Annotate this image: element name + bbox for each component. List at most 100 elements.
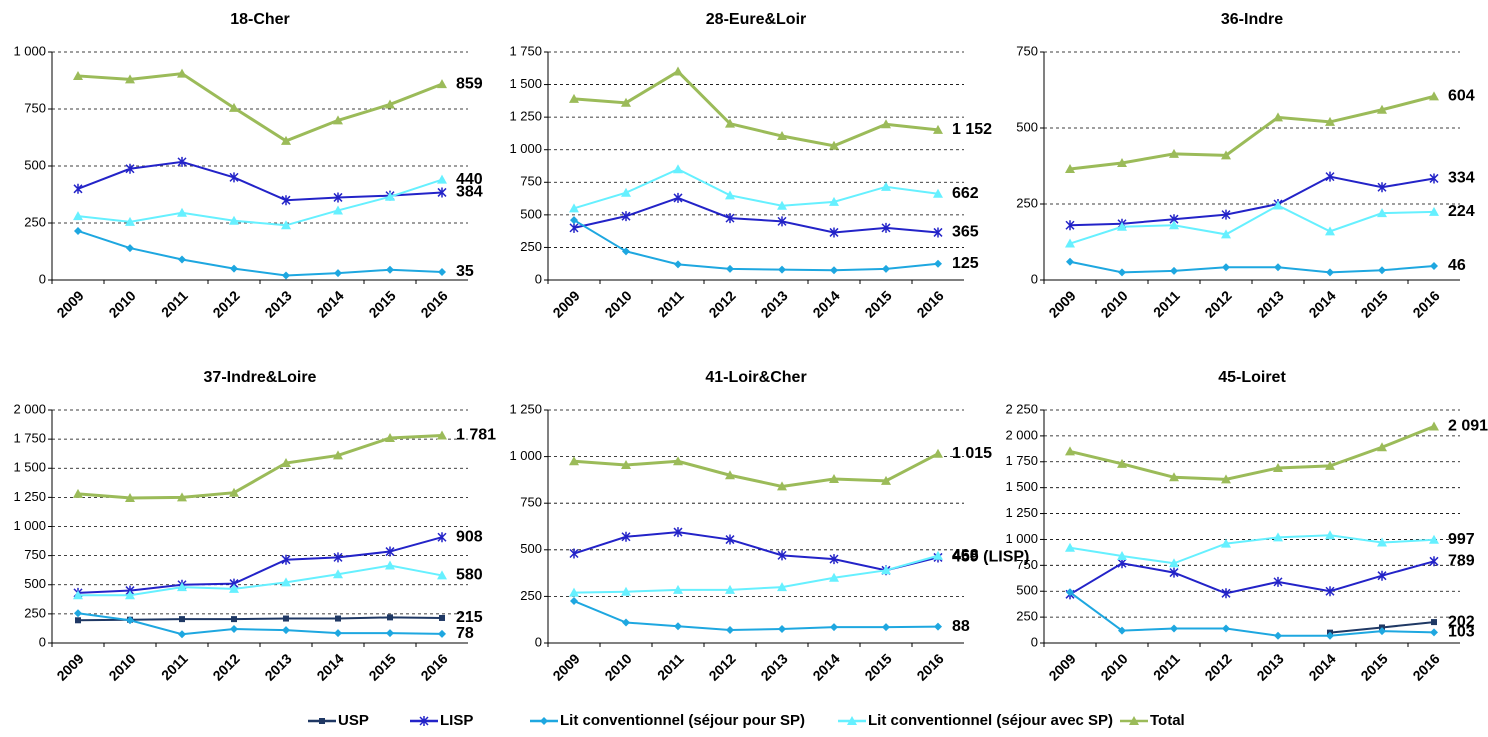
marker (385, 546, 395, 557)
x-tick-label: 2012 (1201, 650, 1234, 683)
marker (437, 79, 447, 89)
marker (1377, 570, 1387, 581)
value-label: 103 (1448, 624, 1475, 641)
marker (778, 625, 786, 634)
marker (1326, 268, 1334, 277)
y-tick-label: 1 750 (1005, 453, 1038, 468)
marker (1221, 474, 1231, 484)
marker (438, 268, 446, 277)
marker (73, 590, 83, 600)
marker (569, 93, 579, 103)
marker (777, 216, 787, 227)
marker (1117, 157, 1127, 167)
value-label: 789 (1448, 553, 1475, 570)
y-tick-label: 750 (24, 547, 46, 562)
marker (283, 615, 289, 622)
marker (281, 577, 291, 587)
y-tick-label: 1 500 (1005, 479, 1038, 494)
y-tick-label: 0 (535, 271, 542, 286)
x-tick-label: 2009 (53, 287, 86, 320)
x-tick-label: 2010 (601, 287, 634, 320)
marker (125, 590, 135, 600)
marker (1170, 624, 1178, 633)
value-label: 604 (1448, 88, 1475, 105)
value-label: 2 091 (1448, 418, 1488, 435)
marker (333, 115, 343, 125)
marker (1117, 458, 1127, 468)
marker (177, 68, 187, 78)
x-tick-label: 2012 (1201, 287, 1234, 320)
series-line (1069, 94, 1435, 171)
marker (777, 582, 787, 592)
marker (1429, 173, 1439, 184)
y-tick-label: 250 (520, 588, 542, 603)
value-label: 46 (1448, 257, 1466, 274)
marker (569, 456, 579, 466)
value-label: 459 (LISP) (952, 549, 1029, 566)
marker (419, 716, 429, 726)
marker (1325, 586, 1335, 597)
marker (1325, 171, 1335, 182)
y-tick-label: 750 (1016, 557, 1038, 572)
marker (674, 260, 682, 269)
value-label: 468 (952, 547, 979, 564)
marker (437, 570, 447, 580)
marker (933, 188, 943, 198)
series-line (573, 452, 939, 488)
marker (229, 583, 239, 593)
marker (334, 269, 342, 278)
marker (1169, 220, 1179, 230)
marker (673, 584, 683, 594)
marker (73, 183, 83, 194)
y-tick-label: 500 (520, 206, 542, 221)
value-label: 662 (952, 185, 979, 202)
x-tick-label: 2011 (158, 650, 191, 683)
marker (829, 473, 839, 483)
marker (934, 622, 942, 631)
marker (674, 622, 682, 631)
series-line (1069, 260, 1435, 274)
value-label: 440 (456, 171, 483, 188)
series-line (573, 531, 939, 572)
marker (177, 582, 187, 592)
marker (177, 207, 187, 217)
x-tick-label: 2014 (1305, 287, 1338, 320)
marker (1273, 200, 1283, 210)
marker (281, 458, 291, 468)
marker (1429, 421, 1439, 431)
marker (569, 587, 579, 597)
x-tick-label: 2011 (158, 287, 191, 320)
marker (333, 205, 343, 215)
marker (229, 487, 239, 497)
x-tick-label: 2015 (1357, 650, 1390, 683)
legend-label: Lit conventionnel (séjour avec SP) (868, 712, 1113, 729)
y-tick-label: 1 250 (509, 109, 542, 124)
y-tick-label: 1 000 (13, 43, 46, 58)
marker (1221, 209, 1231, 220)
marker (1273, 576, 1283, 587)
x-tick-label: 2013 (261, 287, 294, 320)
marker (335, 615, 341, 622)
y-tick-label: 250 (24, 214, 46, 229)
marker (570, 597, 578, 606)
marker (282, 271, 290, 280)
x-tick-label: 2015 (861, 650, 894, 683)
marker (281, 554, 291, 565)
marker (673, 66, 683, 76)
x-tick-label: 2016 (913, 650, 946, 683)
marker (1222, 263, 1230, 272)
marker (230, 625, 238, 634)
marker (125, 74, 135, 84)
series-line (77, 72, 443, 143)
x-tick-label: 2011 (1150, 287, 1183, 320)
marker (1377, 104, 1387, 114)
marker (777, 550, 787, 561)
y-tick-label: 0 (1031, 634, 1038, 649)
marker (1169, 148, 1179, 158)
marker (777, 481, 787, 491)
marker (387, 614, 393, 621)
series-line (1069, 425, 1435, 481)
series-line (77, 178, 443, 227)
marker (725, 470, 735, 480)
marker (437, 174, 447, 184)
